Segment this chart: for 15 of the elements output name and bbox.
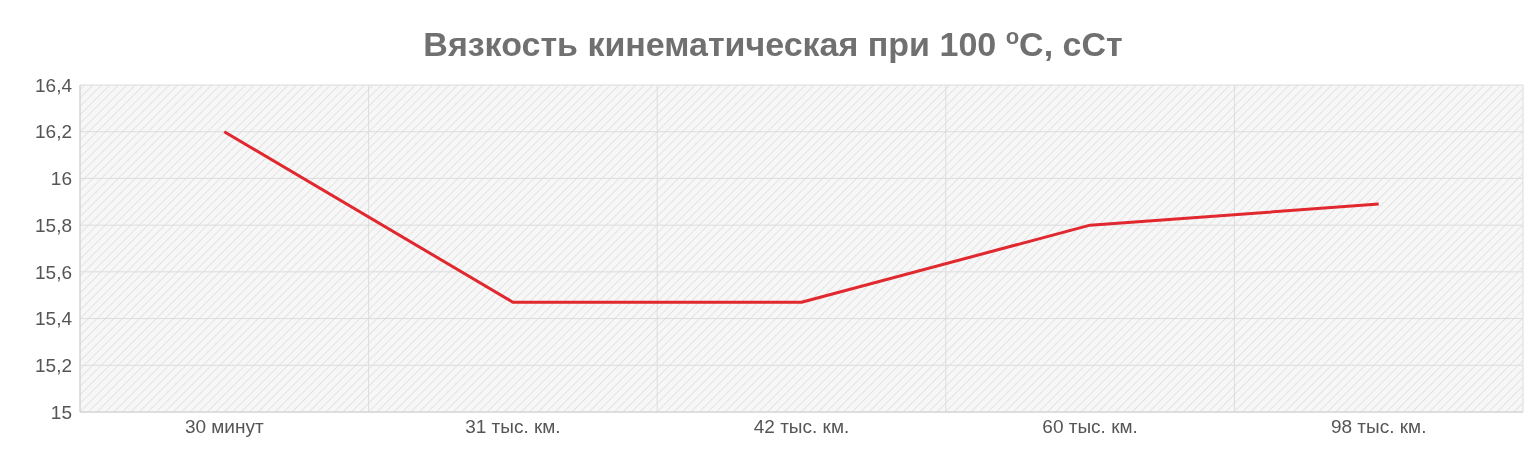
y-tick-label: 15,8 [35,214,72,236]
y-tick-label: 15 [50,401,72,423]
x-tick-label: 60 тыс. км. [1042,416,1138,438]
x-tick-label: 42 тыс. км. [753,416,850,438]
x-tick-label: 31 тыс. км. [465,416,561,438]
line-series [222,130,1381,304]
y-tick-label: 15,4 [35,308,73,330]
x-tick-label: 30 минут [184,416,264,438]
x-tick-label: 98 тыс. км. [1330,416,1427,438]
chart-title: Вязкость кинематическая при 100 $^{o}$C, сСт [423,23,1123,63]
y-tick-label: 15,2 [35,355,72,377]
y-tick-label: 15,6 [35,261,72,283]
y-tick-label: 16 [50,168,72,190]
y-tick-label: 16,4 [35,74,73,96]
y-tick-label: 16,2 [35,121,72,143]
